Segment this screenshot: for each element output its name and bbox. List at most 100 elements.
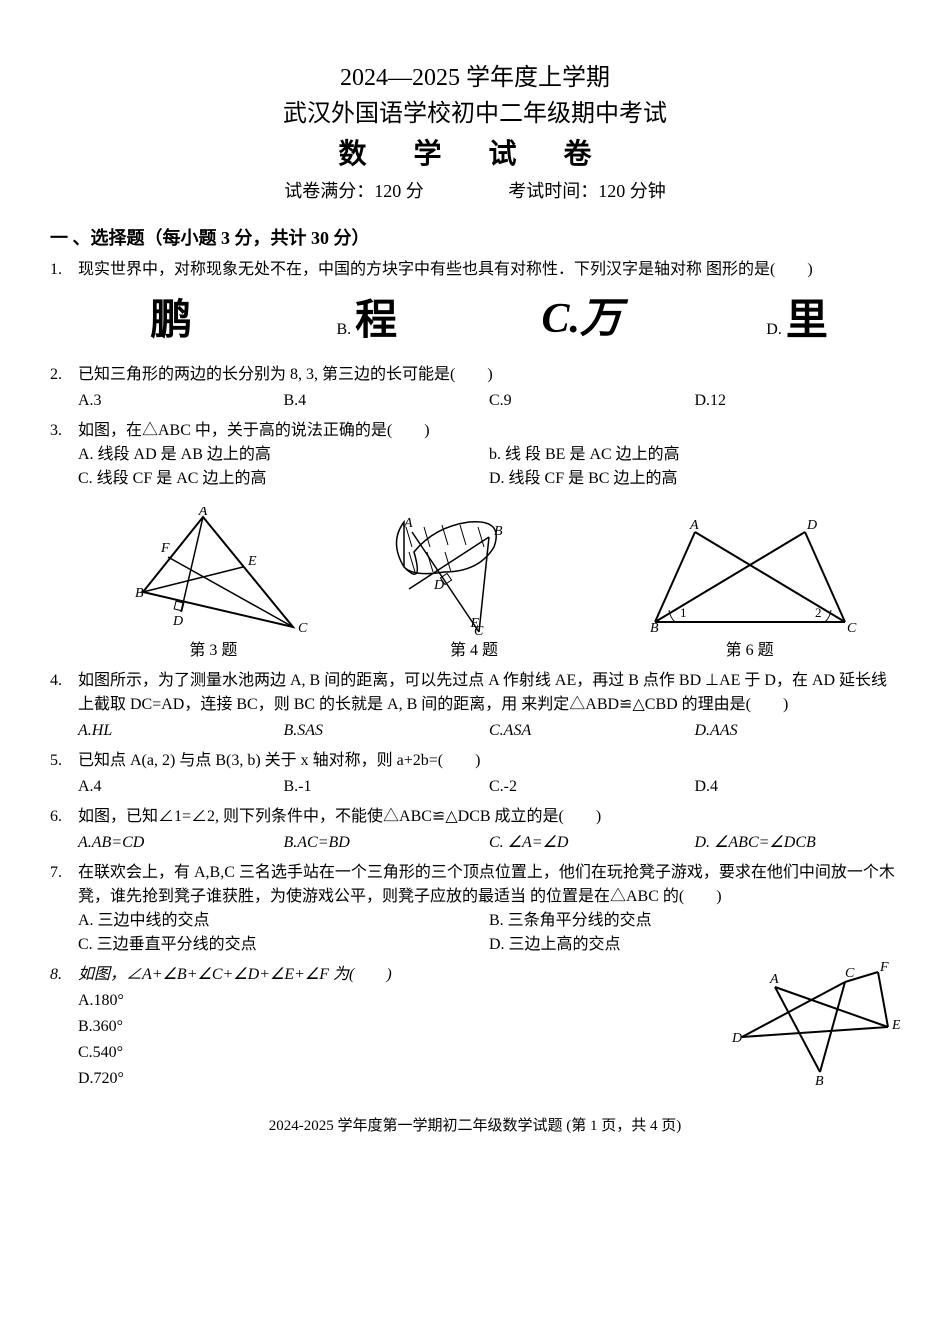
q6-options: A.AB=CD B.AC=BD C. ∠A=∠D D. ∠ABC=∠DCB bbox=[78, 831, 900, 855]
section-1-title: 一 、选择题（每小题 3 分，共计 30 分） bbox=[50, 225, 900, 252]
svg-text:2: 2 bbox=[815, 605, 822, 620]
svg-text:A: A bbox=[689, 518, 699, 533]
svg-text:A: A bbox=[198, 507, 208, 519]
q3-C: C. 线段 CF 是 AC 边上的高 bbox=[78, 467, 489, 491]
page-footer: 2024-2025 学年度第一学期初二年级数学试题 (第 1 页，共 4 页) bbox=[50, 1115, 900, 1138]
exam-time: 考试时间：120 分钟 bbox=[508, 178, 666, 205]
question-6: 6. 如图，已知∠1=∠2, 则下列条件中，不能使△ABC≌△DCB 成立的是(… bbox=[50, 805, 900, 855]
svg-text:A: A bbox=[769, 972, 779, 987]
q3-B: b. 线 段 BE 是 AC 边上的高 bbox=[489, 443, 900, 467]
q5-num: 5. bbox=[50, 749, 78, 773]
q5-B: B.-1 bbox=[284, 775, 490, 799]
header-info: 试卷满分：120 分 考试时间：120 分钟 bbox=[50, 178, 900, 205]
q3-text: 如图，在△ABC 中，关于高的说法正确的是( ) bbox=[78, 419, 900, 443]
svg-text:1: 1 bbox=[680, 605, 687, 620]
q3-A: A. 线段 AD 是 AB 边上的高 bbox=[78, 443, 489, 467]
q2-num: 2. bbox=[50, 363, 78, 387]
q8-text: 如图，∠A+∠B+∠C+∠D+∠E+∠F 为( ) bbox=[78, 963, 720, 987]
svg-text:C: C bbox=[847, 621, 857, 636]
full-score: 试卷满分：120 分 bbox=[284, 178, 424, 205]
question-7: 7. 在联欢会上，有 A,B,C 三名选手站在一个三角形的三个顶点位置上，他们在… bbox=[50, 861, 900, 957]
svg-text:A: A bbox=[403, 516, 413, 531]
q5-D: D.4 bbox=[695, 775, 901, 799]
svg-text:C: C bbox=[845, 966, 855, 981]
header-year: 2024—2025 学年度上学期 bbox=[50, 60, 900, 96]
q8-num: 8. bbox=[50, 963, 78, 987]
q4-D: D.AAS bbox=[695, 719, 901, 743]
svg-text:D: D bbox=[806, 518, 817, 533]
svg-text:F: F bbox=[879, 960, 889, 975]
question-1: 1. 现实世界中，对称现象无处不在，中国的方块字中有些也具有对称性．下列汉字是轴… bbox=[50, 258, 900, 357]
q2-C: C.9 bbox=[489, 389, 695, 413]
svg-text:B: B bbox=[135, 586, 144, 601]
q6-text: 如图，已知∠1=∠2, 则下列条件中，不能使△ABC≌△DCB 成立的是( ) bbox=[78, 805, 900, 829]
question-8: 8. 如图，∠A+∠B+∠C+∠D+∠E+∠F 为( ) A.180° B.36… bbox=[50, 963, 720, 1093]
q3-options: A. 线段 AD 是 AB 边上的高 C. 线段 CF 是 AC 边上的高 b.… bbox=[78, 443, 900, 491]
fig3-caption: 第 3 题 bbox=[189, 639, 237, 663]
header-school: 武汉外国语学校初中二年级期中考试 bbox=[50, 96, 900, 132]
question-8-row: 8. 如图，∠A+∠B+∠C+∠D+∠E+∠F 为( ) A.180° B.36… bbox=[50, 957, 900, 1095]
q1-optA: 鹏 bbox=[150, 288, 192, 351]
exam-header: 2024—2025 学年度上学期 武汉外国语学校初中二年级期中考试 数 学 试 … bbox=[50, 60, 900, 205]
q8-C: C.540° bbox=[78, 1041, 720, 1065]
q7-num: 7. bbox=[50, 861, 78, 885]
q4-B: B.SAS bbox=[284, 719, 490, 743]
svg-text:B: B bbox=[815, 1074, 824, 1087]
question-2: 2. 已知三角形的两边的长分别为 8, 3, 第三边的长可能是( ) A.3 B… bbox=[50, 363, 900, 413]
q4-text: 如图所示，为了测量水池两边 A, B 间的距离，可以先过点 A 作射线 AE，再… bbox=[78, 669, 900, 717]
q7-C: C. 三边垂直平分线的交点 bbox=[78, 933, 489, 957]
q8-B: B.360° bbox=[78, 1015, 720, 1039]
svg-text:E: E bbox=[469, 616, 479, 631]
question-5: 5. 已知点 A(a, 2) 与点 B(3, b) 关于 x 轴对称，则 a+2… bbox=[50, 749, 900, 799]
fig6-caption: 第 6 题 bbox=[726, 639, 774, 663]
figure-q6: B C A D 1 2 第 6 题 bbox=[635, 517, 865, 663]
fig4-caption: 第 4 题 bbox=[450, 639, 498, 663]
q7-options: A. 三边中线的交点 C. 三边垂直平分线的交点 B. 三条角平分线的交点 D.… bbox=[78, 909, 900, 957]
q1-optC: C.万 bbox=[541, 288, 622, 351]
figures-3-4-6: A B C D E F 第 3 题 A bbox=[78, 497, 900, 663]
header-title: 数 学 试 卷 bbox=[50, 134, 900, 176]
q3-D: D. 线段 CF 是 BC 边上的高 bbox=[489, 467, 900, 491]
svg-text:E: E bbox=[891, 1018, 900, 1033]
q4-num: 4. bbox=[50, 669, 78, 693]
svg-text:D: D bbox=[172, 614, 183, 629]
q1-optB: B. 程 bbox=[336, 288, 397, 351]
q4-options: A.HL B.SAS C.ASA D.AAS bbox=[78, 719, 900, 743]
svg-text:C: C bbox=[298, 621, 308, 636]
q4-A: A.HL bbox=[78, 719, 284, 743]
q2-B: B.4 bbox=[284, 389, 490, 413]
q5-text: 已知点 A(a, 2) 与点 B(3, b) 关于 x 轴对称，则 a+2b=(… bbox=[78, 749, 900, 773]
svg-text:D: D bbox=[433, 578, 444, 593]
q2-options: A.3 B.4 C.9 D.12 bbox=[78, 389, 900, 413]
q2-A: A.3 bbox=[78, 389, 284, 413]
q6-D: D. ∠ABC=∠DCB bbox=[695, 831, 901, 855]
figure-q3: A B C D E F 第 3 题 bbox=[113, 507, 313, 663]
q7-A: A. 三边中线的交点 bbox=[78, 909, 489, 933]
hex-angles-svg: A B C D E F bbox=[720, 957, 900, 1087]
figure-q8: A B C D E F bbox=[720, 957, 900, 1095]
q5-C: C.-2 bbox=[489, 775, 695, 799]
q1-options: 鹏 B. 程 C.万 D. 里 bbox=[78, 288, 900, 351]
q5-A: A.4 bbox=[78, 775, 284, 799]
q2-text: 已知三角形的两边的长分别为 8, 3, 第三边的长可能是( ) bbox=[78, 363, 900, 387]
svg-text:E: E bbox=[247, 554, 257, 569]
q5-options: A.4 B.-1 C.-2 D.4 bbox=[78, 775, 900, 799]
q7-text: 在联欢会上，有 A,B,C 三名选手站在一个三角形的三个顶点位置上，他们在玩抢凳… bbox=[78, 861, 900, 909]
figure-q4: A B C D E 第 4 题 bbox=[384, 497, 564, 663]
svg-text:F: F bbox=[160, 541, 170, 556]
q1-text: 现实世界中，对称现象无处不在，中国的方块字中有些也具有对称性．下列汉字是轴对称 … bbox=[78, 258, 900, 282]
triangle-q3-svg: A B C D E F bbox=[113, 507, 313, 637]
svg-text:D: D bbox=[731, 1031, 742, 1046]
q7-B: B. 三条角平分线的交点 bbox=[489, 909, 900, 933]
q8-D: D.720° bbox=[78, 1067, 720, 1091]
q8-options: A.180° B.360° C.540° D.720° bbox=[78, 989, 720, 1091]
triangle-q6-svg: B C A D 1 2 bbox=[635, 517, 865, 637]
q7-D: D. 三边上高的交点 bbox=[489, 933, 900, 957]
q6-C: C. ∠A=∠D bbox=[489, 831, 695, 855]
question-4: 4. 如图所示，为了测量水池两边 A, B 间的距离，可以先过点 A 作射线 A… bbox=[50, 669, 900, 743]
q2-D: D.12 bbox=[695, 389, 901, 413]
q4-C: C.ASA bbox=[489, 719, 695, 743]
question-3: 3. 如图，在△ABC 中，关于高的说法正确的是( ) A. 线段 AD 是 A… bbox=[50, 419, 900, 663]
q1-num: 1. bbox=[50, 258, 78, 282]
q8-A: A.180° bbox=[78, 989, 720, 1013]
